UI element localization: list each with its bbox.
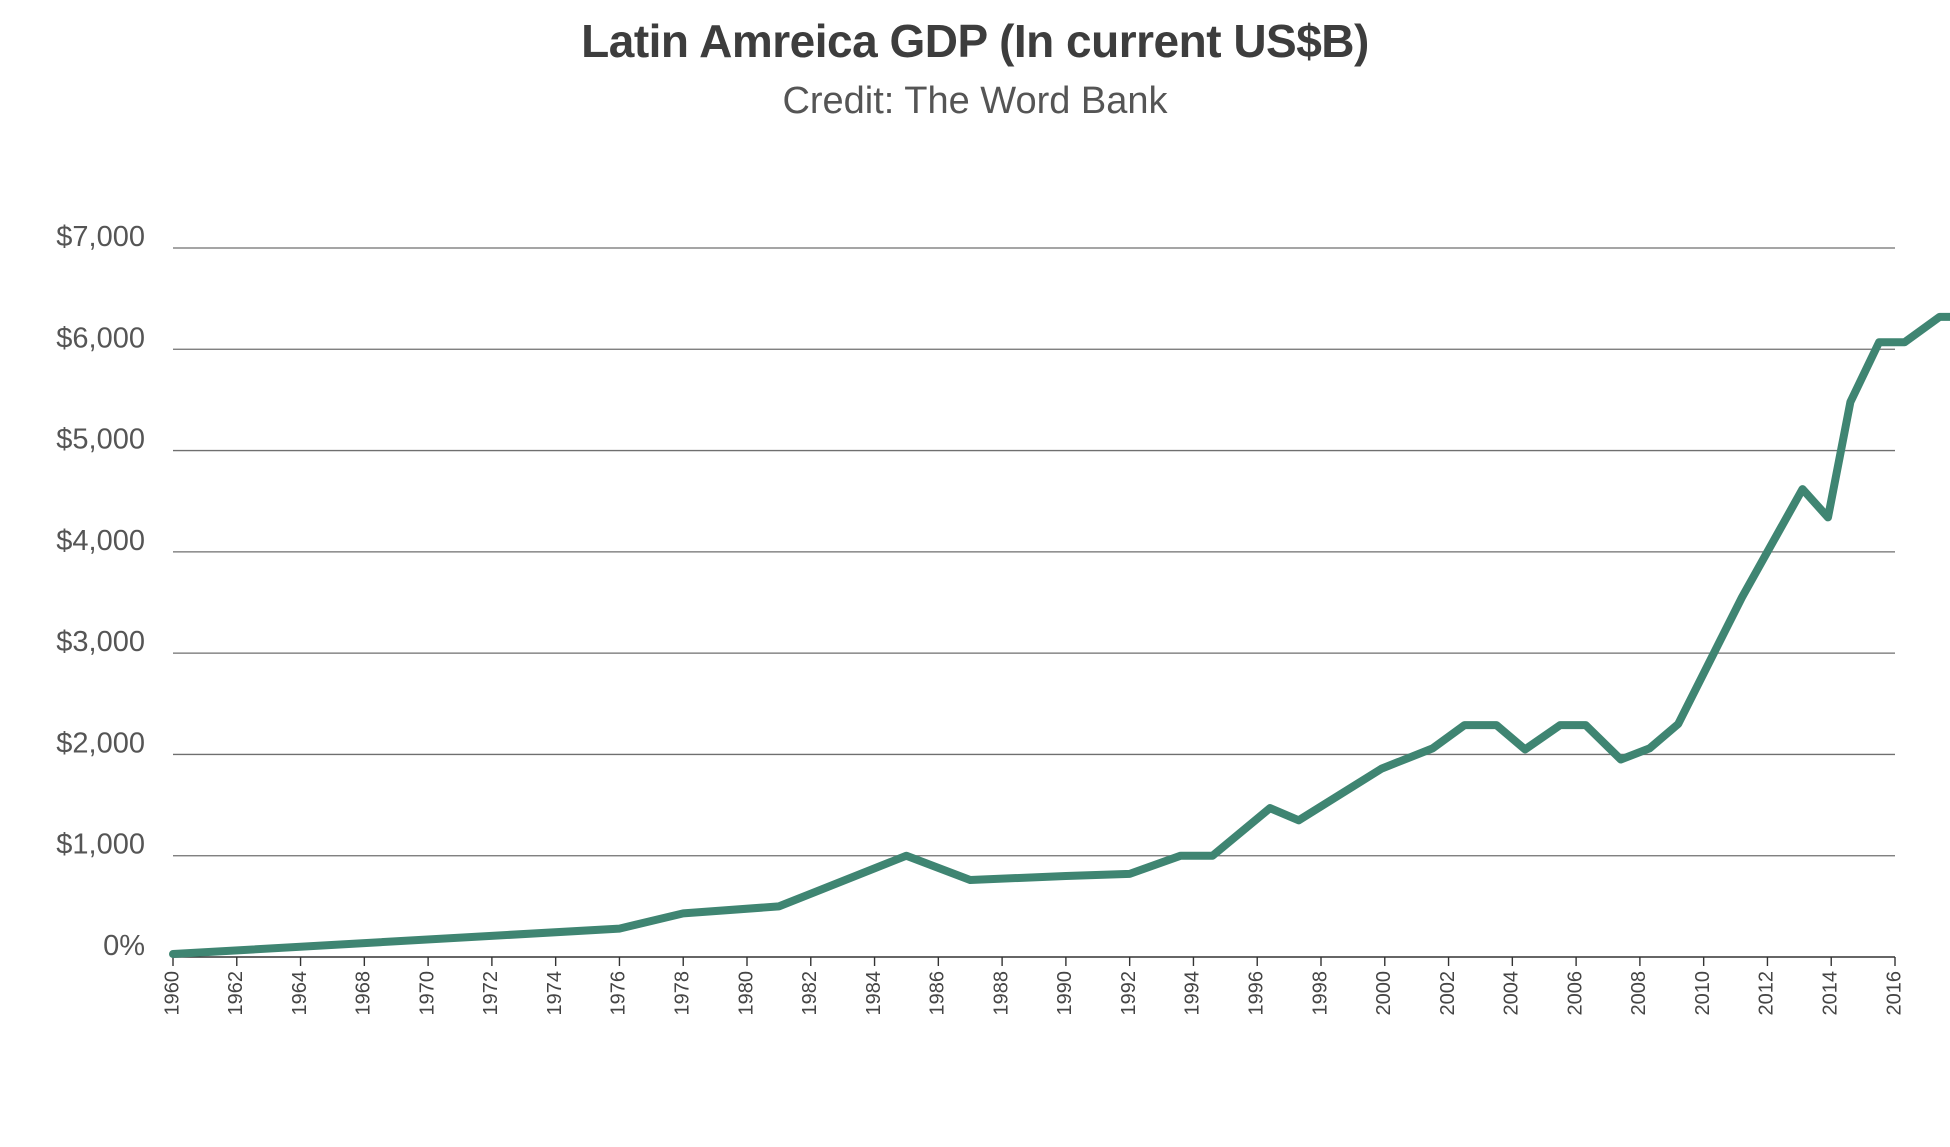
y-tick-label: $4,000 [56, 525, 145, 557]
x-tick-label: 1988 [990, 971, 1012, 1016]
x-tick-label: 1992 [1118, 971, 1140, 1016]
x-tick-label: 1986 [927, 971, 949, 1016]
x-tick-label: 1980 [735, 971, 757, 1016]
x-tick-label: 2016 [1883, 971, 1905, 1016]
y-tick-label: 0% [103, 930, 145, 962]
y-tick-label: $5,000 [56, 424, 145, 456]
y-tick-label: $6,000 [56, 322, 145, 354]
x-tick-label: 2008 [1628, 971, 1650, 1016]
chart-subtitle: Credit: The Word Bank [782, 80, 1168, 122]
x-tick-label: 1964 [289, 971, 311, 1016]
chart-title: Latin Amreica GDP (In current US$B) [581, 15, 1369, 67]
x-tick-label: 1994 [1182, 971, 1204, 1016]
x-tick-label: 1972 [480, 971, 502, 1016]
x-tick-label: 1990 [1054, 971, 1076, 1016]
x-tick-label: 2006 [1564, 971, 1586, 1016]
y-tick-label: $7,000 [56, 221, 145, 253]
x-tick-label: 1962 [225, 971, 247, 1016]
x-tick-label: 1978 [672, 971, 694, 1016]
x-tick-label: 1968 [353, 971, 375, 1016]
x-tick-label: 2010 [1692, 971, 1714, 1016]
x-tick-label: 2000 [1373, 971, 1395, 1016]
gridlines [173, 247, 1895, 857]
x-tick-label: 2014 [1820, 971, 1842, 1016]
x-tick-label: 2004 [1501, 971, 1523, 1016]
x-tick-label: 1970 [416, 971, 438, 1016]
x-tick-label: 1984 [863, 971, 885, 1016]
y-tick-label: $2,000 [56, 727, 145, 759]
x-tick-label: 1998 [1309, 971, 1331, 1016]
x-tick-label: 1976 [608, 971, 630, 1016]
x-tick-label: 2002 [1437, 971, 1459, 1016]
series-layer [169, 312, 1950, 958]
y-axis-tick-labels: 0% $1,000 $2,000 $3,000 $4,000 $5,000 $6,000 $7… [56, 221, 145, 962]
y-tick-label: $3,000 [56, 626, 145, 658]
x-axis: 1960 1962 1964 1968 1970 1972 1974 1976 1978 1980… [161, 956, 1905, 1016]
x-tick-label: 1974 [544, 971, 566, 1016]
x-tick-label: 1982 [799, 971, 821, 1016]
y-tick-label: $1,000 [56, 829, 145, 861]
x-tick-label: 1996 [1246, 971, 1268, 1016]
series-line-gdp [169, 312, 1950, 958]
x-tick-label: 1960 [161, 971, 183, 1016]
x-tick-label: 2012 [1756, 971, 1778, 1016]
